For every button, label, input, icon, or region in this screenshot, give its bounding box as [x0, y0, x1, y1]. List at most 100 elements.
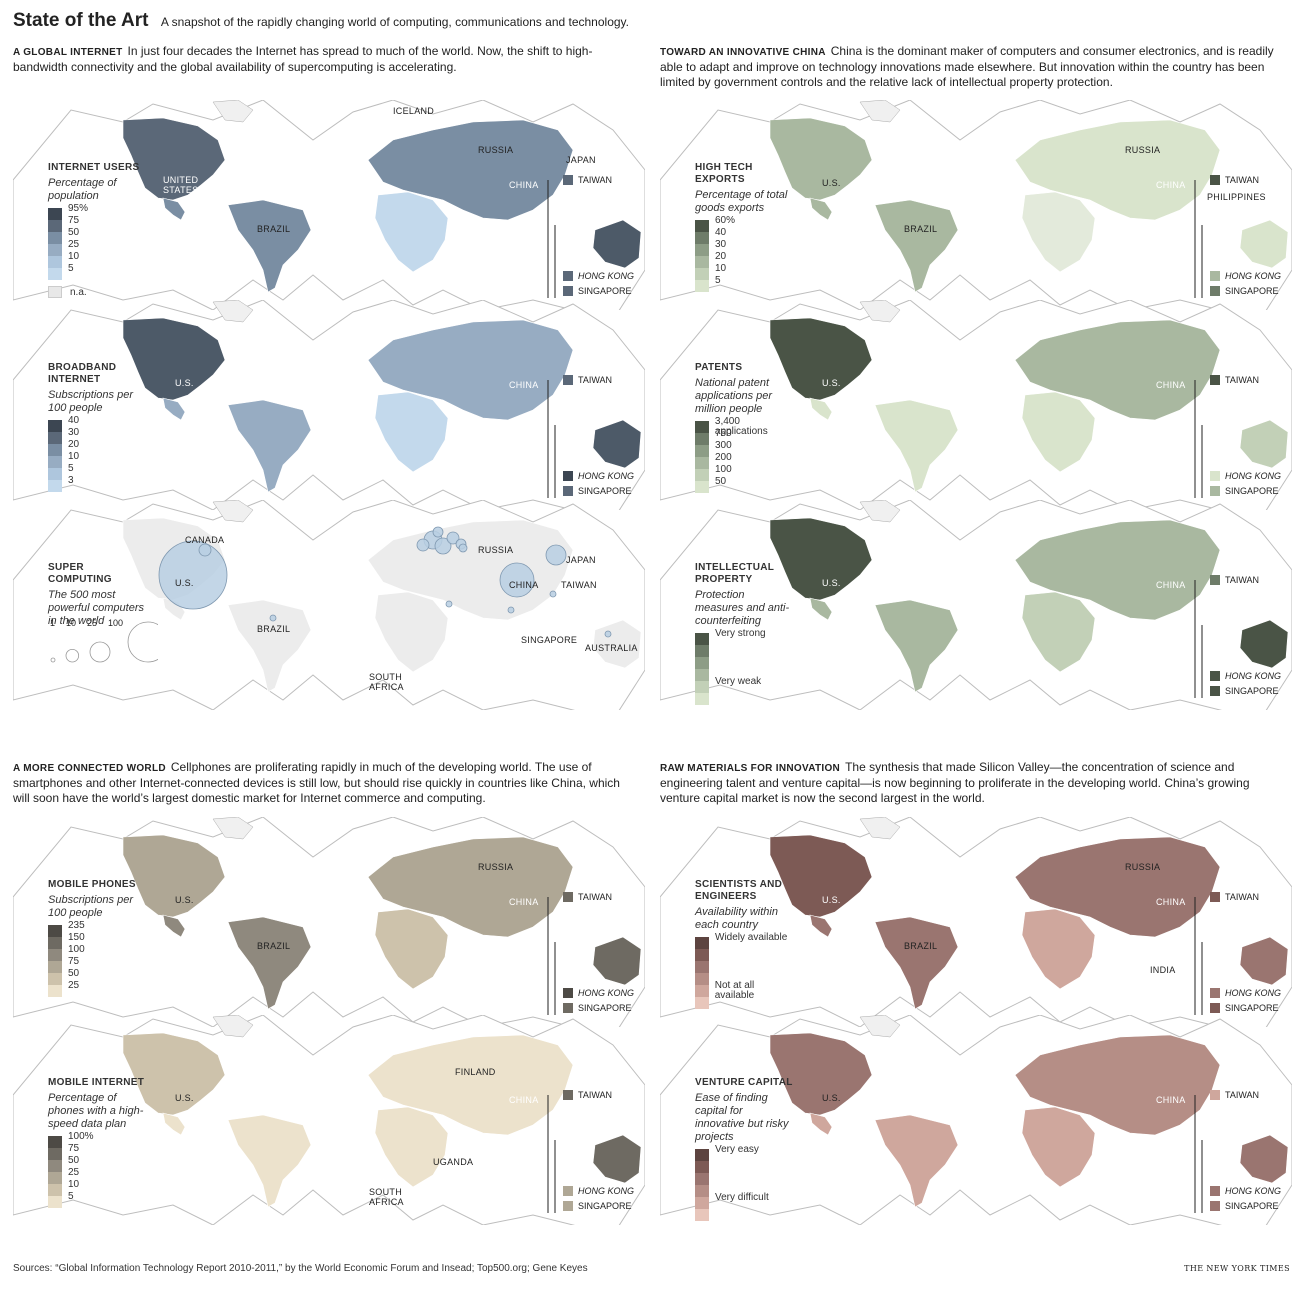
- country-label: U.S.: [822, 378, 841, 388]
- callout-swatch: [563, 375, 573, 385]
- eurasia-shape: [1014, 119, 1221, 221]
- eurasia-shape: [367, 119, 574, 221]
- callout-swatch: [1210, 286, 1220, 296]
- country-label: CHINA: [509, 180, 539, 190]
- legend-swatch: [48, 961, 62, 973]
- eurasia-shape: [1014, 319, 1221, 421]
- greenland-shape: [859, 500, 901, 523]
- legend-step: [695, 949, 795, 961]
- intro-kicker: A MORE CONNECTED WORLD: [13, 763, 166, 774]
- callout-label: TAIWAN: [578, 892, 612, 902]
- supercomputer-bubble: [458, 543, 468, 553]
- north-america-shape: [769, 317, 873, 401]
- legend-step-label: 60%: [715, 215, 736, 226]
- map-mobile-internet: FINLAND U.S. CHINA UGANDA SOUTH AFRICA TAIWAN…: [13, 1015, 645, 1225]
- circle-legend-value: 10: [66, 618, 77, 628]
- legend-subtitle: Subscriptions per 100 people: [48, 894, 133, 919]
- greenland-shape: [212, 100, 254, 123]
- legend-subtitle: Availability within each country: [695, 906, 778, 931]
- south-america-shape: [227, 599, 312, 693]
- legend-subtitle: National patent applications per million…: [695, 377, 773, 415]
- callout-singapore: SINGAPORE: [563, 1003, 632, 1013]
- legend-scale: 60% 40 30 20 10 5: [695, 216, 795, 292]
- legend-scale: 3,400 applications 750 300 200 100 50: [695, 417, 795, 493]
- greenland-shape: [212, 1015, 254, 1038]
- legend-step-label: 300: [715, 440, 732, 451]
- map-broadband: U.S. CHINA TAIWAN HONG KONG SINGAPORE BROADBA…: [13, 300, 645, 510]
- legend-step: 60%: [695, 216, 795, 232]
- callout-hong-kong: HONG KONG: [1210, 988, 1281, 998]
- central-america-shape: [162, 1112, 186, 1136]
- callout-taiwan: TAIWAN: [563, 1090, 612, 1100]
- callout-label: HONG KONG: [578, 471, 635, 481]
- legend-step-label: 100%: [68, 1131, 94, 1142]
- callout-label: SINGAPORE: [1225, 686, 1279, 696]
- legend-title: SUPER COMPUTING: [48, 562, 112, 585]
- na-swatch: [48, 286, 62, 298]
- south-america-shape: [227, 199, 312, 293]
- legend-swatch: [48, 1136, 62, 1148]
- legend-step-label: 30: [715, 239, 727, 250]
- north-america-shape: [122, 117, 226, 201]
- legend-swatch: [48, 480, 62, 492]
- legend-swatch: [48, 949, 62, 961]
- legend-swatch: [695, 268, 709, 280]
- australia-shape: [592, 419, 642, 469]
- callout-taiwan: TAIWAN: [563, 892, 612, 902]
- legend-step: 5: [48, 464, 148, 480]
- map-legend: VENTURE CAPITAL Ease of finding capital f…: [695, 1077, 795, 1221]
- central-america-shape: [809, 1112, 833, 1136]
- legend-step-label: 10: [68, 251, 80, 262]
- callout-label: HONG KONG: [1225, 471, 1282, 481]
- legend-step: [695, 1173, 795, 1185]
- map-legend: MOBILE INTERNET Percentage of phones with…: [48, 1077, 148, 1208]
- legend-step: [695, 973, 795, 985]
- country-label: TAIWAN: [561, 580, 597, 590]
- na-label: n.a.: [70, 286, 87, 298]
- legend-title: INTERNET USERS: [48, 162, 140, 173]
- legend-step: 300: [695, 441, 795, 457]
- callout-hong-kong: HONG KONG: [1210, 471, 1281, 481]
- legend-title: BROADBAND INTERNET: [48, 362, 117, 385]
- legend-swatch: [48, 244, 62, 256]
- callout-label: SINGAPORE: [578, 1003, 632, 1013]
- country-label: RUSSIA: [1125, 862, 1161, 872]
- country-label: JAPAN: [566, 555, 596, 565]
- legend-scale: Very strong Very weak: [695, 629, 795, 705]
- legend-swatch: [695, 1197, 709, 1209]
- legend-step: 10: [48, 252, 148, 268]
- north-america-shape: [122, 1032, 226, 1116]
- legend-swatch: [695, 1161, 709, 1173]
- map-legend: SUPER COMPUTING The 500 most powerful com…: [48, 562, 148, 628]
- country-label: CHINA: [509, 897, 539, 907]
- callout-swatch: [563, 1090, 573, 1100]
- legend-step: Very strong: [695, 629, 795, 645]
- country-label: JAPAN: [566, 155, 596, 165]
- africa-shape: [1021, 591, 1096, 673]
- callout-swatch: [1210, 1186, 1220, 1196]
- australia-shape: [592, 1134, 642, 1184]
- callout-singapore: SINGAPORE: [563, 286, 632, 296]
- legend-swatch: [695, 457, 709, 469]
- page-header: State of the Art A snapshot of the rapid…: [13, 10, 629, 32]
- legend-step-label: 5: [68, 263, 74, 274]
- intro-text: Cellphones are proliferating rapidly in …: [13, 760, 620, 805]
- legend-step-label: 3,400 applications: [714, 416, 768, 437]
- legend-title: MOBILE PHONES: [48, 879, 136, 890]
- legend-subtitle: The 500 most powerful computers in the w…: [48, 589, 144, 627]
- legend-step-label: 5: [715, 275, 721, 286]
- central-america-shape: [162, 197, 186, 221]
- legend-step-label: 100: [68, 944, 85, 955]
- australia-shape: [1239, 936, 1289, 986]
- map-high-tech-exports: RUSSIA U.S. BRAZIL CHINA PHILIPPINES TAIWAN HO…: [660, 100, 1292, 310]
- callout-label: HONG KONG: [1225, 1186, 1282, 1196]
- callout-swatch: [1210, 575, 1220, 585]
- country-label: UNITED STATES: [163, 175, 199, 195]
- legend-swatch: [695, 633, 709, 645]
- legend-step-label: 10: [68, 451, 80, 462]
- map-venture-capital: U.S. CHINA TAIWAN HONG KONG SINGAPORE VENTURE…: [660, 1015, 1292, 1225]
- supercomputer-bubble: [198, 543, 212, 557]
- legend-subtitle: Percentage of population: [48, 177, 117, 202]
- legend-swatch: [48, 456, 62, 468]
- legend-step: 750: [695, 429, 795, 445]
